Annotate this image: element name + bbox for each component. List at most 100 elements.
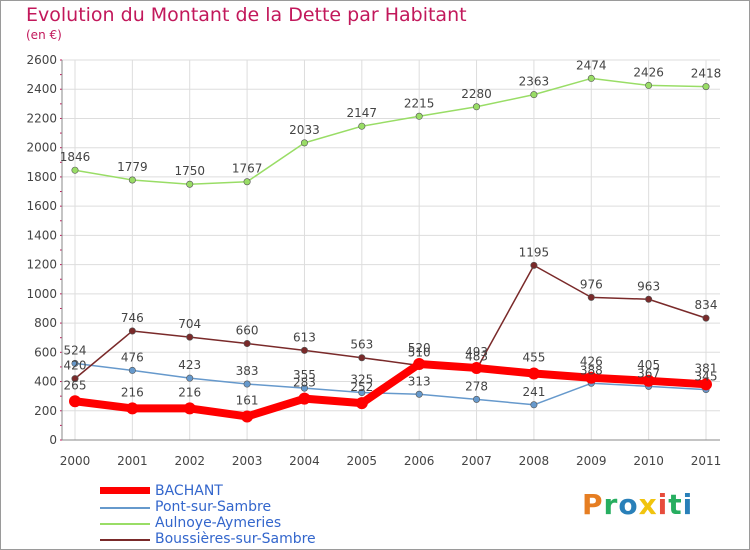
data-label-boussieres-sur-sambre: 510 bbox=[408, 345, 431, 359]
y-tick-label: 1200 bbox=[26, 258, 57, 272]
data-label-bachant: 216 bbox=[121, 385, 144, 399]
data-label-aulnoye-aymeries: 2426 bbox=[633, 65, 664, 79]
data-label-boussieres-sur-sambre: 483 bbox=[465, 349, 488, 363]
data-point-boussieres-sur-sambre bbox=[71, 375, 79, 383]
series-line-boussieres-sur-sambre bbox=[74, 264, 707, 380]
data-label-bachant: 252 bbox=[350, 380, 373, 394]
logo-letter: i bbox=[682, 488, 694, 521]
data-point-pont-sur-sambre bbox=[186, 374, 194, 382]
data-point-aulnoye-aymeries bbox=[473, 103, 481, 111]
data-label-aulnoye-aymeries: 2363 bbox=[519, 75, 550, 89]
logo-letter: o bbox=[618, 488, 639, 521]
legend-label-pont-sur-sambre: Pont-sur-Sambre bbox=[155, 499, 272, 515]
data-point-aulnoye-aymeries bbox=[186, 180, 194, 188]
data-label-aulnoye-aymeries: 2033 bbox=[289, 123, 320, 137]
legend-label-bachant: BACHANT bbox=[155, 483, 223, 499]
legend-swatch-aulnoye-aymeries bbox=[100, 523, 150, 525]
data-point-pont-sur-sambre bbox=[128, 366, 136, 374]
data-point-pont-sur-sambre bbox=[415, 390, 423, 398]
y-tick-label: 1800 bbox=[26, 170, 57, 184]
legend-label-aulnoye-aymeries: Aulnoye-Aymeries bbox=[155, 515, 282, 531]
data-label-aulnoye-aymeries: 1846 bbox=[60, 150, 91, 164]
data-label-pont-sur-sambre: 476 bbox=[121, 350, 144, 364]
data-label-bachant: 520 bbox=[408, 341, 431, 355]
data-point-boussieres-sur-sambre bbox=[530, 261, 538, 269]
data-point-aulnoye-aymeries bbox=[702, 83, 710, 91]
data-point-bachant bbox=[183, 402, 196, 415]
data-point-bachant bbox=[700, 378, 712, 391]
data-label-boussieres-sur-sambre: 660 bbox=[236, 324, 259, 338]
data-label-boussieres-sur-sambre: 976 bbox=[580, 277, 603, 291]
x-tick-label: 2008 bbox=[519, 454, 550, 468]
data-label-aulnoye-aymeries: 1779 bbox=[117, 160, 148, 174]
data-point-bachant bbox=[527, 367, 540, 380]
data-label-aulnoye-aymeries: 2215 bbox=[404, 96, 435, 110]
data-point-aulnoye-aymeries bbox=[358, 122, 366, 130]
y-tick-label: 2200 bbox=[26, 111, 57, 125]
data-label-aulnoye-aymeries: 2474 bbox=[576, 58, 607, 72]
data-label-pont-sur-sambre: 524 bbox=[64, 343, 87, 357]
chart-title: Evolution du Montant de la Dette par Hab… bbox=[26, 4, 467, 26]
data-point-boussieres-sur-sambre bbox=[358, 354, 366, 362]
data-point-aulnoye-aymeries bbox=[243, 178, 251, 186]
data-point-bachant bbox=[241, 410, 254, 423]
data-label-bachant: 381 bbox=[695, 361, 718, 375]
data-label-pont-sur-sambre: 367 bbox=[637, 366, 660, 380]
series-line-pont-sur-sambre bbox=[74, 362, 707, 406]
data-point-pont-sur-sambre bbox=[473, 395, 481, 403]
data-point-pont-sur-sambre bbox=[71, 359, 79, 367]
data-label-pont-sur-sambre: 325 bbox=[350, 373, 373, 387]
data-point-boussieres-sur-sambre bbox=[243, 340, 251, 348]
data-point-bachant bbox=[298, 392, 311, 405]
logo-letter: t bbox=[668, 488, 683, 521]
x-tick-label: 2007 bbox=[461, 454, 492, 468]
data-label-boussieres-sur-sambre: 746 bbox=[121, 311, 144, 325]
data-labels: 265 216 216 161 283 252 520 493 455 426 405 381 524 4… bbox=[60, 58, 722, 407]
y-tick-label: 2600 bbox=[26, 53, 57, 67]
data-label-bachant: 216 bbox=[178, 385, 201, 399]
data-label-pont-sur-sambre: 388 bbox=[580, 363, 603, 377]
data-label-pont-sur-sambre: 241 bbox=[522, 385, 545, 399]
data-point-aulnoye-aymeries bbox=[645, 81, 653, 89]
y-tick-label: 1000 bbox=[26, 287, 57, 301]
data-label-boussieres-sur-sambre: 420 bbox=[64, 359, 87, 373]
line-chart: 0 200 400 600 800 1000 1200 1400 1600 1800 2000 220… bbox=[26, 53, 722, 468]
axes: 0 200 400 600 800 1000 1200 1400 1600 1800 2000 220… bbox=[26, 53, 721, 468]
data-label-pont-sur-sambre: 345 bbox=[695, 370, 718, 384]
x-tick-label: 2003 bbox=[232, 454, 263, 468]
data-label-aulnoye-aymeries: 2418 bbox=[691, 67, 722, 81]
data-label-pont-sur-sambre: 278 bbox=[465, 379, 488, 393]
data-point-pont-sur-sambre bbox=[300, 384, 308, 392]
series-line-aulnoye-aymeries bbox=[74, 77, 707, 185]
data-label-bachant: 426 bbox=[580, 355, 603, 369]
data-label-aulnoye-aymeries: 1767 bbox=[232, 162, 263, 176]
x-tick-label: 2002 bbox=[174, 454, 205, 468]
data-label-boussieres-sur-sambre: 704 bbox=[178, 317, 201, 331]
data-label-bachant: 161 bbox=[236, 393, 259, 407]
data-point-boussieres-sur-sambre bbox=[128, 327, 136, 335]
y-tick-label: 800 bbox=[34, 316, 57, 330]
data-label-bachant: 455 bbox=[522, 351, 545, 365]
data-point-aulnoye-aymeries bbox=[587, 74, 595, 82]
y-tick-label: 2400 bbox=[26, 82, 57, 96]
data-label-pont-sur-sambre: 383 bbox=[236, 364, 259, 378]
data-label-pont-sur-sambre: 313 bbox=[408, 374, 431, 388]
data-label-bachant: 405 bbox=[637, 358, 660, 372]
data-point-bachant bbox=[642, 374, 655, 387]
data-point-boussieres-sur-sambre bbox=[587, 293, 595, 301]
data-label-boussieres-sur-sambre: 963 bbox=[637, 279, 660, 293]
y-tick-label: 600 bbox=[34, 345, 57, 359]
logo-letter: r bbox=[603, 488, 619, 521]
data-point-bachant bbox=[69, 395, 81, 408]
chart-subtitle: (en €) bbox=[26, 28, 62, 42]
x-tick-label: 2000 bbox=[60, 454, 91, 468]
data-point-aulnoye-aymeries bbox=[415, 112, 423, 120]
data-label-aulnoye-aymeries: 1750 bbox=[174, 164, 205, 178]
x-tick-label: 2005 bbox=[347, 454, 378, 468]
y-tick-label: 1400 bbox=[26, 228, 57, 242]
data-point-boussieres-sur-sambre bbox=[645, 295, 653, 303]
y-tick-label: 1600 bbox=[26, 199, 57, 213]
data-point-bachant bbox=[585, 371, 598, 384]
x-tick-label: 2010 bbox=[633, 454, 664, 468]
